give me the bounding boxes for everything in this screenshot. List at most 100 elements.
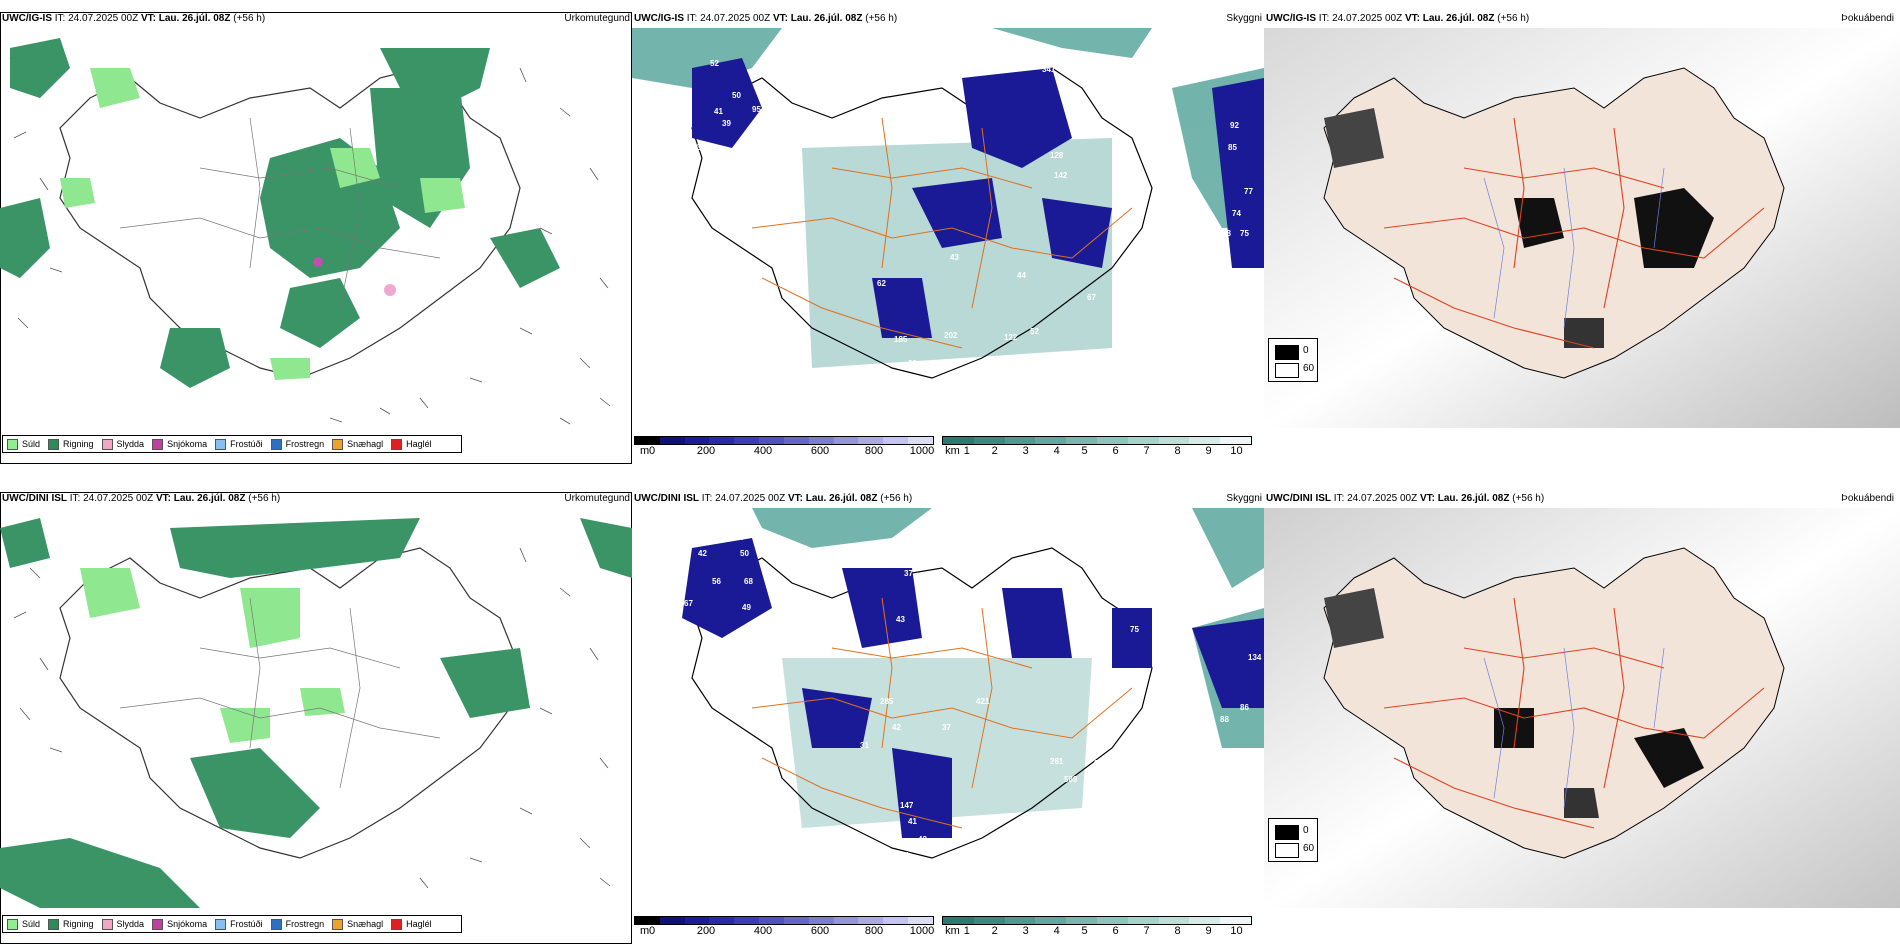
cloud-label: 281 [1050, 757, 1064, 766]
init-time: 24.07.2025 00Z [700, 13, 771, 24]
panel-header: UWC/DINI ISL IT: 24.07.2025 00Z VT: Lau.… [0, 492, 632, 506]
lead-time: (+56 h) [248, 493, 281, 504]
cloud-label: 43 [950, 253, 959, 262]
vt-label: VT: [772, 13, 788, 24]
legend-item: Frostregn [270, 438, 324, 450]
cloud-label: 75 [1130, 625, 1139, 634]
cloud-label: 421 [976, 697, 990, 706]
panel-title: Úrkomutegund [564, 13, 630, 24]
model-name: UWC/IG-IS [2, 13, 52, 24]
cloud-label: 341 [1042, 65, 1056, 74]
legend-item: Rigning [48, 918, 94, 930]
legend-item: Frostúði [215, 438, 263, 450]
init-time: 24.07.2025 00Z [1332, 13, 1403, 24]
cloud-label: 208 [890, 49, 904, 58]
cloud-label: 77 [1244, 187, 1253, 196]
visibility-strip [942, 436, 1252, 445]
cloud-label: 37 [904, 569, 913, 578]
cloud-label: 147 [900, 801, 914, 810]
cloud-label: 277 [1094, 759, 1108, 768]
cloud-label: 52 [710, 59, 719, 68]
cloud-labels: 55 47 42 50 56 68 67 49 37 39 43 134 86 … [684, 533, 1262, 860]
cloud-label: 50 [732, 91, 741, 100]
legend-item: Súld [7, 438, 40, 450]
legend-item: Haglél [391, 918, 432, 930]
cloud-label: 78 [1222, 229, 1231, 238]
roads [751, 597, 1133, 829]
precip-legend: Súld Rigning Slydda Snjókoma Frostúði Fr… [2, 435, 462, 453]
cloudbase-ticks: m 0 200 400 600 800 1000 [640, 445, 935, 457]
cloud-label: 47 [736, 533, 745, 542]
legend-item: Snæhagl [332, 918, 383, 930]
fog-legend: 0 60 [1268, 818, 1318, 862]
lead-time: (+56 h) [880, 493, 913, 504]
lead-time: (+56 h) [865, 13, 898, 24]
roads [1383, 117, 1765, 349]
init-time: 24.07.2025 00Z [68, 13, 139, 24]
iceland-coast [691, 67, 1153, 379]
cloud-label: 50 [740, 549, 749, 558]
lead-time: (+56 h) [233, 13, 266, 24]
vt-label: VT: [1419, 493, 1435, 504]
legend-item: Slydda [101, 438, 144, 450]
legend-item: Frostregn [270, 918, 324, 930]
panel-title: Þokuábendi [1841, 13, 1894, 24]
cloud-label: 43 [896, 615, 905, 624]
legend-item: Snæhagl [332, 438, 383, 450]
visibility-ticks: km 1 2 3 4 5 6 7 8 9 10 [945, 445, 1243, 457]
fog-map [1264, 508, 1900, 908]
panel-title: Skyggni [1226, 493, 1262, 504]
panel-header: UWC/IG-IS IT: 24.07.2025 00Z VT: Lau. 26… [0, 12, 632, 26]
cloud-label: 55 [1092, 126, 1101, 135]
cloudbase-colorbar: m 0 200 400 600 800 1000 [634, 436, 934, 458]
visibility-colorbar: km 1 2 3 4 5 6 7 8 9 10 [942, 916, 1252, 938]
legend-item: Snjókoma [152, 438, 207, 450]
vt-label: VT: [140, 13, 156, 24]
cloud-label: 41 [908, 817, 917, 826]
cloud-label: 85 [1228, 143, 1237, 152]
fog-legend: 0 60 [1268, 338, 1318, 382]
cloud-label: 134 [1248, 653, 1262, 662]
cloud-label: 63 [692, 143, 701, 152]
vt-label: VT: [787, 493, 803, 504]
cloud-visibility-panel-row1: UWC/IG-IS IT: 24.07.2025 00Z VT: Lau. 26… [632, 12, 1264, 464]
cloud-label: 41 [714, 107, 723, 116]
it-label: IT: [701, 493, 713, 504]
panel-title: Úrkomutegund [564, 493, 630, 504]
cloud-label: 100 [868, 49, 882, 58]
low-cloud-areas [682, 538, 1264, 838]
init-time: 24.07.2025 00Z [83, 493, 154, 504]
precip-map [0, 38, 611, 425]
legend-item: Haglél [391, 438, 432, 450]
cloud-label: 34 [900, 851, 909, 860]
cloud-label: 39 [908, 359, 917, 368]
cloud-label: 42 [918, 835, 927, 844]
vt-label: VT: [155, 493, 171, 504]
valid-time: Lau. 26.júl. 08Z [1437, 493, 1510, 504]
cloud-label: 52 [1030, 327, 1039, 336]
cloud-label: 92 [1230, 121, 1239, 130]
precip-legend: Súld Rigning Slydda Snjókoma Frostúði Fr… [2, 915, 462, 933]
precip-map [0, 518, 632, 908]
cloud-label: 95 [752, 105, 761, 114]
cloud-label: 42 [698, 549, 707, 558]
cloud-labels: 52 100 208 341 71 41 39 63 50 95 55 92 8… [692, 49, 1253, 400]
cloud-label: 74 [1232, 209, 1241, 218]
model-name: UWC/DINI ISL [2, 493, 67, 504]
panel-header: UWC/DINI ISL IT: 24.07.2025 00Z VT: Lau.… [1264, 492, 1896, 506]
cloud-label: 75 [1240, 229, 1249, 238]
it-label: IT: [69, 493, 81, 504]
cloud-label: 69 [922, 391, 931, 400]
cloud-label: 67 [1087, 293, 1096, 302]
vt-label: VT: [1404, 13, 1420, 24]
panel-header: UWC/DINI ISL IT: 24.07.2025 00Z VT: Lau.… [632, 492, 1264, 506]
cloud-label: 55 [720, 533, 729, 542]
cloudbase-colorbar: m 0 200 400 600 800 1000 [634, 916, 934, 938]
visibility-ticks: km 1 2 3 4 5 6 7 8 9 10 [945, 925, 1243, 937]
precip-type-panel-row2: UWC/DINI ISL IT: 24.07.2025 00Z VT: Lau.… [0, 492, 632, 944]
rivers [1483, 167, 1665, 329]
sleet-spot [384, 284, 396, 296]
cloud-label: 88 [1220, 715, 1229, 724]
panel-header: UWC/IG-IS IT: 24.07.2025 00Z VT: Lau. 26… [1264, 12, 1896, 26]
model-name: UWC/IG-IS [1266, 13, 1316, 24]
